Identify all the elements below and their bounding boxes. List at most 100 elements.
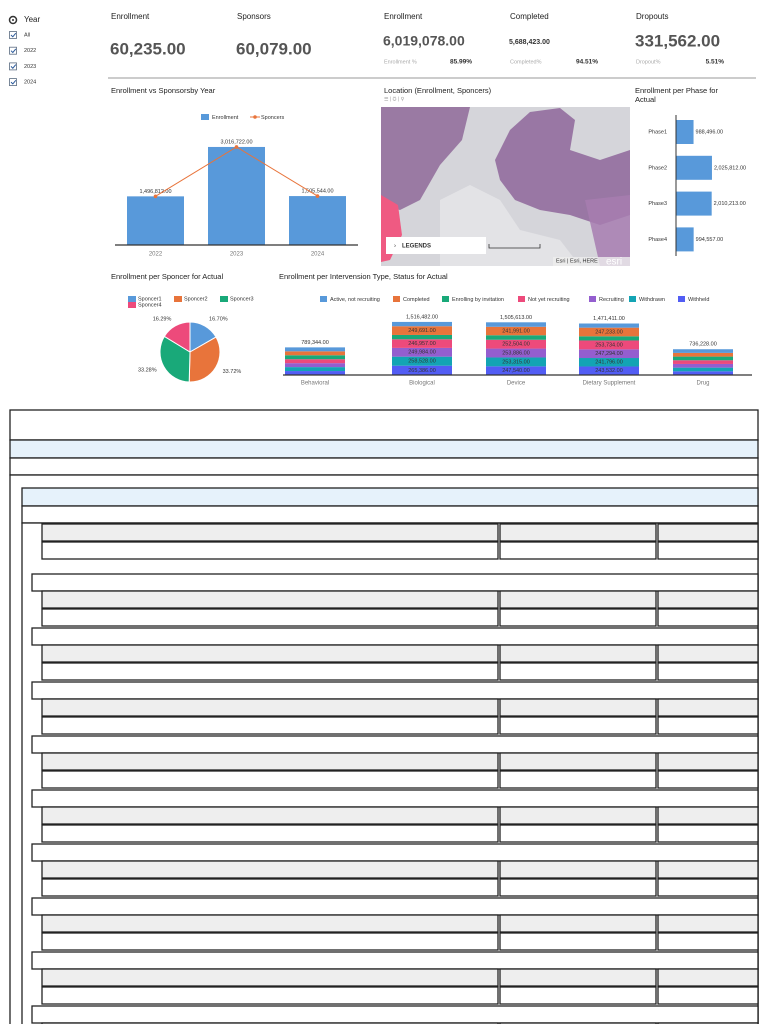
bar [676,120,694,144]
table-cell [41,752,499,771]
table-cell [41,878,499,897]
table-cell [41,806,499,825]
bar [127,196,184,245]
legend-swatch [678,296,685,302]
legend-swatch [128,302,136,308]
bar-segment [285,363,345,368]
bar [676,155,712,180]
subgroup-header [31,951,759,970]
legend-swatch [393,296,400,302]
chart-title: Enrollment per Intervension Type, Status… [279,272,448,281]
table-cell [41,541,499,560]
data-label: 33.72% [223,369,242,375]
total-label: 789,344.00 [301,340,329,346]
checkbox[interactable] [9,31,17,39]
kpi-value: 5,688,423.00 [509,39,550,46]
bar-segment [673,356,733,361]
checkbox[interactable] [9,78,17,86]
data-label: 241,991.00 [502,328,530,334]
legend-label: Not yet recruiting [528,297,570,303]
subgroup-header [31,843,759,862]
data-label: 2,010,213.00 [714,201,746,207]
bar-segment [673,363,733,368]
bar [676,227,694,252]
line-point [153,194,158,199]
table-cell [657,662,759,681]
subgroup-header [31,897,759,916]
table-cell [41,523,499,542]
kpi-label: Enrollment [111,12,150,21]
checkmark [10,48,17,54]
bar-segment [486,348,546,358]
data-label: 16.70% [209,317,228,323]
map-toolbar: ☰ | ⛭ | ⚲ [384,96,405,102]
bar-segment [486,339,546,349]
map-logo: esri [606,257,622,268]
chart-title: Enrollment vs Sponsorsby Year [111,86,216,95]
table-cell [657,932,759,951]
table-cell [657,824,759,843]
kpi-value: 6,019,078.00 [383,33,465,49]
data-label: 247,540.00 [502,368,530,374]
bar-segment [579,358,639,367]
kpi-sub-value: 85.99% [450,59,472,66]
subgroup-header [31,573,759,592]
legend-button[interactable] [386,237,486,254]
table-cell [41,770,499,789]
table-cell [41,986,499,1005]
checkmark [10,32,17,38]
bar-segment [673,352,733,357]
table-band [9,439,759,459]
filter-option: 2022 [24,48,36,54]
data-label: 253,734.00 [595,342,623,348]
chart-title-box: Enrollment per Phase for Actual [635,86,718,104]
table-cell [657,644,759,663]
bar-segment [579,327,639,337]
legend-swatch [201,114,209,120]
checkmark [10,64,17,69]
x-tick-label: 2024 [311,252,325,258]
table-cell [657,541,759,560]
table-cell [41,824,499,843]
subgroup-header [31,627,759,646]
kpi-sub-label: Completed% [510,59,542,65]
legend-label: Enrollment [212,115,239,121]
x-tick-label: 2023 [230,252,244,258]
x-tick-label: Behavioral [301,381,329,387]
checkbox[interactable] [9,46,17,55]
legend-swatch [253,115,257,119]
kpi-sub-value: 5.51% [706,59,725,66]
filter-title: Year [24,15,41,24]
table-cell [499,914,657,933]
filter-option: 2024 [24,80,36,86]
bar-segment [673,360,733,364]
legend-label: Sponcer3 [230,296,254,302]
checkbox[interactable] [9,62,17,71]
legend-label: Sponcers [261,115,284,121]
table-cell [499,932,657,951]
bar-segment [579,366,639,375]
bar-segment [285,359,345,364]
checkmark [10,79,17,85]
bar [208,146,265,245]
bar-segment [285,351,345,356]
total-label: 1,505,613.00 [500,315,532,321]
pie-slice [188,336,221,383]
kpi-label: Sponsors [237,12,271,21]
table-cell [41,932,499,951]
table-cell [41,716,499,735]
total-label: 736,228.00 [689,342,717,348]
data-label: 253,886.00 [502,350,530,356]
table-cell [499,806,657,825]
bar-segment [579,323,639,328]
data-label: 241,796.00 [595,360,623,366]
bar-segment [392,347,452,357]
bar-segment [392,334,452,340]
map: ☰ | ⛭ | ⚲ › LEGENDS Esri | Esri, HERE es… [381,96,630,268]
data-label: 1,505,544.00 [301,189,333,195]
chart-title: Enrollment per Phase for Actual [635,86,718,104]
table-cell [499,752,657,771]
table-cell [499,824,657,843]
legend-label: Sponcer1 [138,296,162,302]
